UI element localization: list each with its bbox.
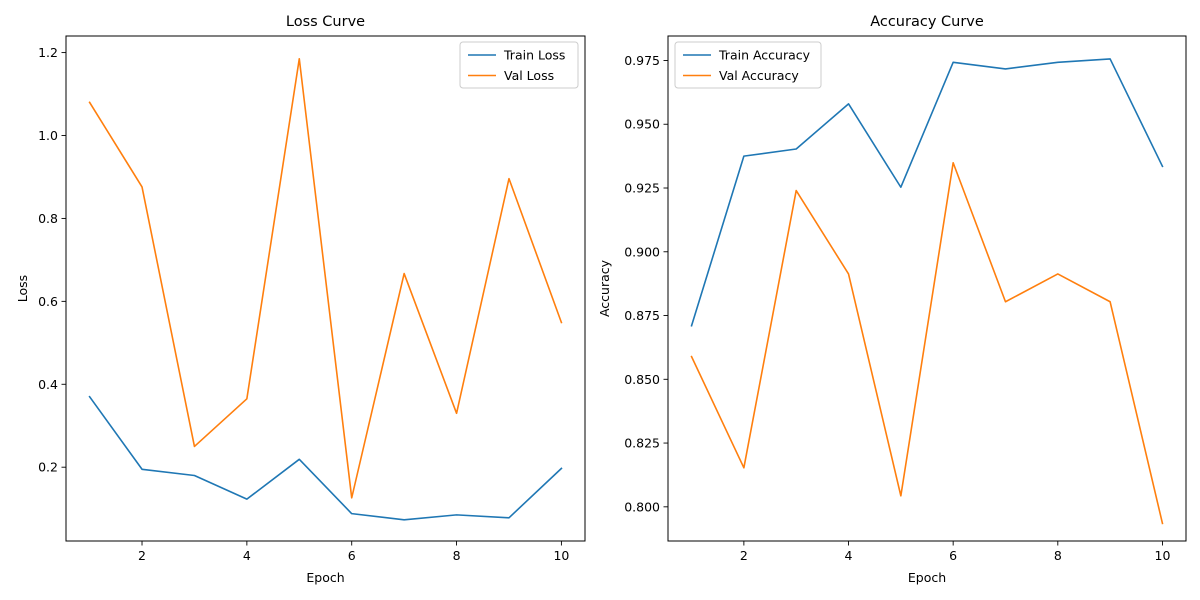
accuracy-y-axis-label: Accuracy [597,259,612,317]
loss-x-axis-label: Epoch [306,570,344,585]
accuracy-y-tick-label: 0.925 [624,181,660,196]
loss-chart: Loss Curve Epoch Loss 2 4 6 8 10 0.2 0.4 0.6 0.8… [15,14,586,585]
loss-legend: Train Loss Val Loss [459,41,579,89]
loss-legend-label: Val Loss [504,68,554,83]
loss-plot-area [65,35,586,542]
accuracy-y-tick-label: 0.950 [624,117,660,132]
loss-y-tick-label: 1.2 [38,45,58,60]
accuracy-series-line-0 [690,58,1164,327]
accuracy-x-axis-label: Epoch [908,570,946,585]
loss-legend-box [459,41,579,89]
accuracy-y-tick-label: 0.800 [624,499,660,514]
loss-legend-label: Train Loss [503,48,565,63]
accuracy-y-tick-label: 0.975 [624,53,660,68]
accuracy-y-tick-label: 0.825 [624,436,660,451]
accuracy-x-tick-label: 2 [740,548,748,563]
loss-x-tick-label: 2 [138,548,146,563]
loss-x-tick-label: 4 [243,548,251,563]
loss-y-axis-label: Loss [15,275,30,302]
loss-series-line-0 [88,395,563,521]
accuracy-series-line-1 [690,161,1164,525]
accuracy-legend-label: Train Accuracy [718,48,811,63]
loss-y-tick-label: 0.6 [38,294,58,309]
loss-x-tick-label: 10 [553,548,569,563]
loss-x-tick-label: 8 [453,548,461,563]
loss-y-tick-label: 0.8 [38,211,58,226]
accuracy-ticks: 2 4 6 8 10 0.800 0.825 0.850 0.875 0.900 0.925 0.95… [624,53,1170,563]
accuracy-plot-area [667,35,1187,542]
accuracy-legend: Train Accuracy Val Accuracy [674,41,822,89]
accuracy-x-tick-label: 6 [949,548,957,563]
loss-y-tick-label: 0.4 [38,377,58,392]
accuracy-y-tick-label: 0.850 [624,372,660,387]
accuracy-x-tick-label: 8 [1054,548,1062,563]
accuracy-series-lines [690,58,1164,525]
loss-series-line-1 [88,57,563,499]
accuracy-x-tick-label: 10 [1155,548,1171,563]
accuracy-y-tick-label: 0.875 [624,308,660,323]
accuracy-chart: Accuracy Curve Epoch Accuracy 2 4 6 8 10 0.80… [597,14,1187,585]
accuracy-x-tick-label: 4 [845,548,853,563]
loss-series-lines [88,57,563,521]
loss-chart-title: Loss Curve [286,14,365,30]
loss-ticks: 2 4 6 8 10 0.2 0.4 0.6 0.8 1.0 1.2 [38,45,569,563]
accuracy-chart-title: Accuracy Curve [870,14,984,30]
accuracy-legend-box [674,41,822,89]
loss-y-tick-label: 1.0 [38,128,58,143]
accuracy-legend-label: Val Accuracy [719,68,799,83]
loss-y-tick-label: 0.2 [38,460,58,475]
loss-x-tick-label: 6 [348,548,356,563]
accuracy-y-tick-label: 0.900 [624,244,660,259]
